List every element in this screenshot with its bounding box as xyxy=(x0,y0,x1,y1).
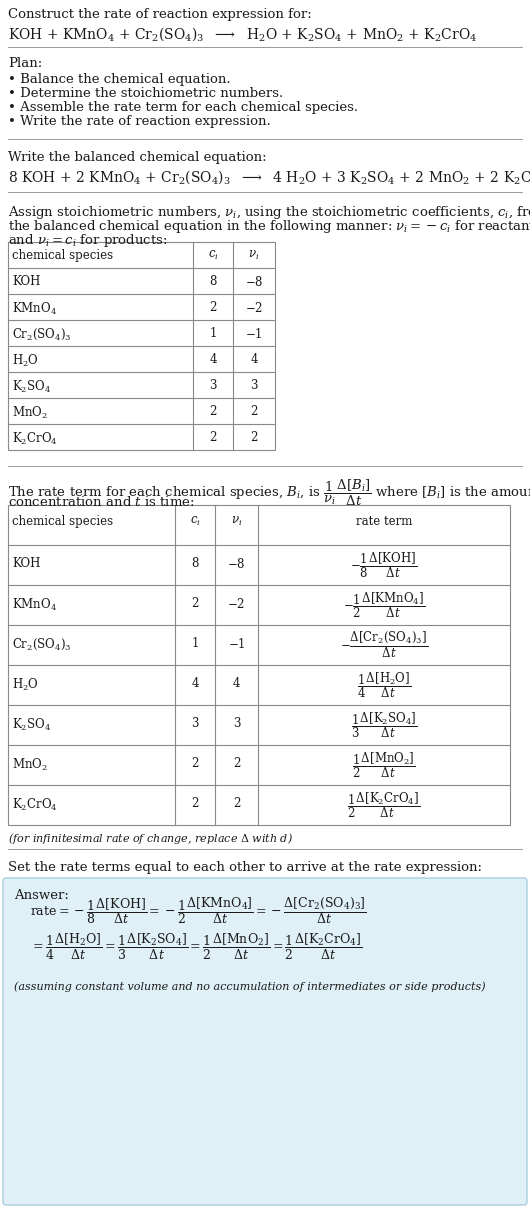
Text: K$_2$CrO$_4$: K$_2$CrO$_4$ xyxy=(12,797,58,813)
Text: 4: 4 xyxy=(233,676,240,690)
Text: KOH + KMnO$_4$ + Cr$_2$(SO$_4$)$_3$  $\longrightarrow$  H$_2$O + K$_2$SO$_4$ + M: KOH + KMnO$_4$ + Cr$_2$(SO$_4$)$_3$ $\lo… xyxy=(8,25,478,42)
Text: 4: 4 xyxy=(250,353,258,366)
Text: concentration and $t$ is time:: concentration and $t$ is time: xyxy=(8,495,195,509)
Text: KMnO$_4$: KMnO$_4$ xyxy=(12,597,57,614)
Text: 2: 2 xyxy=(191,597,199,610)
Text: 3: 3 xyxy=(233,718,240,730)
Text: $-2$: $-2$ xyxy=(227,597,245,611)
Text: 1: 1 xyxy=(191,637,199,650)
Bar xyxy=(8,505,510,825)
Text: H$_2$O: H$_2$O xyxy=(12,353,39,370)
Text: 2: 2 xyxy=(233,797,240,811)
Text: K$_2$SO$_4$: K$_2$SO$_4$ xyxy=(12,718,51,733)
Text: $= \dfrac{1}{4}\dfrac{\Delta[\mathrm{H_2O}]}{\Delta t} = \dfrac{1}{3}\dfrac{\Del: $= \dfrac{1}{4}\dfrac{\Delta[\mathrm{H_2… xyxy=(30,933,363,962)
Text: Cr$_2$(SO$_4$)$_3$: Cr$_2$(SO$_4$)$_3$ xyxy=(12,637,72,652)
Text: $c_i$: $c_i$ xyxy=(208,249,218,262)
Text: Construct the rate of reaction expression for:: Construct the rate of reaction expressio… xyxy=(8,8,312,21)
Text: 2: 2 xyxy=(209,431,217,445)
Text: KOH: KOH xyxy=(12,557,40,570)
Text: Write the balanced chemical equation:: Write the balanced chemical equation: xyxy=(8,151,267,164)
Text: Plan:: Plan: xyxy=(8,57,42,70)
Text: $-8$: $-8$ xyxy=(227,557,246,571)
Text: (for infinitesimal rate of change, replace $\Delta$ with $d$): (for infinitesimal rate of change, repla… xyxy=(8,831,293,846)
Text: K$_2$CrO$_4$: K$_2$CrO$_4$ xyxy=(12,431,58,447)
Text: Assign stoichiometric numbers, $\nu_i$, using the stoichiometric coefficients, $: Assign stoichiometric numbers, $\nu_i$, … xyxy=(8,204,530,221)
Text: • Write the rate of reaction expression.: • Write the rate of reaction expression. xyxy=(8,115,271,128)
Text: $\dfrac{1}{3}\dfrac{\Delta[\mathrm{K_2SO_4}]}{\Delta t}$: $\dfrac{1}{3}\dfrac{\Delta[\mathrm{K_2SO… xyxy=(351,710,417,739)
Text: 3: 3 xyxy=(209,379,217,393)
FancyBboxPatch shape xyxy=(3,878,527,1206)
Text: Cr$_2$(SO$_4$)$_3$: Cr$_2$(SO$_4$)$_3$ xyxy=(12,327,72,342)
Text: MnO$_2$: MnO$_2$ xyxy=(12,757,48,773)
Text: $-\dfrac{1}{8}\dfrac{\Delta[\mathrm{KOH}]}{\Delta t}$: $-\dfrac{1}{8}\dfrac{\Delta[\mathrm{KOH}… xyxy=(350,550,418,580)
Text: 2: 2 xyxy=(233,757,240,769)
Text: H$_2$O: H$_2$O xyxy=(12,676,39,693)
Text: Set the rate terms equal to each other to arrive at the rate expression:: Set the rate terms equal to each other t… xyxy=(8,861,482,875)
Text: The rate term for each chemical species, $B_i$, is $\dfrac{1}{\nu_i}\dfrac{\Delt: The rate term for each chemical species,… xyxy=(8,478,530,509)
Text: 4: 4 xyxy=(191,676,199,690)
Text: chemical species: chemical species xyxy=(12,249,113,262)
Text: $c_i$: $c_i$ xyxy=(190,515,200,528)
Text: chemical species: chemical species xyxy=(12,515,113,528)
Text: • Assemble the rate term for each chemical species.: • Assemble the rate term for each chemic… xyxy=(8,101,358,114)
Text: 2: 2 xyxy=(191,757,199,769)
Text: $\mathrm{rate} = -\dfrac{1}{8}\dfrac{\Delta[\mathrm{KOH}]}{\Delta t} = -\dfrac{1: $\mathrm{rate} = -\dfrac{1}{8}\dfrac{\De… xyxy=(30,895,367,927)
Text: KOH: KOH xyxy=(12,275,40,288)
Text: • Balance the chemical equation.: • Balance the chemical equation. xyxy=(8,72,231,86)
Text: $-2$: $-2$ xyxy=(245,301,263,315)
Text: 3: 3 xyxy=(250,379,258,393)
Bar xyxy=(8,242,275,451)
Text: 3: 3 xyxy=(191,718,199,730)
Text: 1: 1 xyxy=(209,327,217,339)
Text: rate term: rate term xyxy=(356,515,412,528)
Text: $-8$: $-8$ xyxy=(245,275,263,289)
Text: $-\dfrac{\Delta[\mathrm{Cr_2(SO_4)_3}]}{\Delta t}$: $-\dfrac{\Delta[\mathrm{Cr_2(SO_4)_3}]}{… xyxy=(340,629,428,661)
Text: 8 KOH + 2 KMnO$_4$ + Cr$_2$(SO$_4$)$_3$  $\longrightarrow$  4 H$_2$O + 3 K$_2$SO: 8 KOH + 2 KMnO$_4$ + Cr$_2$(SO$_4$)$_3$ … xyxy=(8,168,530,186)
Text: 8: 8 xyxy=(209,275,217,288)
Text: and $\nu_i = c_i$ for products:: and $\nu_i = c_i$ for products: xyxy=(8,232,167,249)
Text: 2: 2 xyxy=(209,405,217,418)
Text: 4: 4 xyxy=(209,353,217,366)
Text: $-1$: $-1$ xyxy=(245,327,263,341)
Text: $\nu_i$: $\nu_i$ xyxy=(231,515,242,528)
Text: $\dfrac{1}{2}\dfrac{\Delta[\mathrm{MnO_2}]}{\Delta t}$: $\dfrac{1}{2}\dfrac{\Delta[\mathrm{MnO_2… xyxy=(352,750,416,780)
Text: $\dfrac{1}{2}\dfrac{\Delta[\mathrm{K_2CrO_4}]}{\Delta t}$: $\dfrac{1}{2}\dfrac{\Delta[\mathrm{K_2Cr… xyxy=(348,790,420,820)
Text: $-\dfrac{1}{2}\dfrac{\Delta[\mathrm{KMnO_4}]}{\Delta t}$: $-\dfrac{1}{2}\dfrac{\Delta[\mathrm{KMnO… xyxy=(343,590,425,620)
Text: 2: 2 xyxy=(250,405,258,418)
Text: K$_2$SO$_4$: K$_2$SO$_4$ xyxy=(12,379,51,395)
Text: $-1$: $-1$ xyxy=(228,637,245,651)
Text: Answer:: Answer: xyxy=(14,889,69,902)
Text: 2: 2 xyxy=(209,301,217,314)
Text: MnO$_2$: MnO$_2$ xyxy=(12,405,48,422)
Text: $\dfrac{1}{4}\dfrac{\Delta[\mathrm{H_2O}]}{\Delta t}$: $\dfrac{1}{4}\dfrac{\Delta[\mathrm{H_2O}… xyxy=(357,670,411,699)
Text: 2: 2 xyxy=(250,431,258,445)
Text: $\nu_i$: $\nu_i$ xyxy=(249,249,260,262)
Text: (assuming constant volume and no accumulation of intermediates or side products): (assuming constant volume and no accumul… xyxy=(14,981,485,992)
Text: KMnO$_4$: KMnO$_4$ xyxy=(12,301,57,318)
Text: the balanced chemical equation in the following manner: $\nu_i = -c_i$ for react: the balanced chemical equation in the fo… xyxy=(8,217,530,236)
Text: 8: 8 xyxy=(191,557,199,570)
Text: 2: 2 xyxy=(191,797,199,811)
Text: • Determine the stoichiometric numbers.: • Determine the stoichiometric numbers. xyxy=(8,87,283,100)
